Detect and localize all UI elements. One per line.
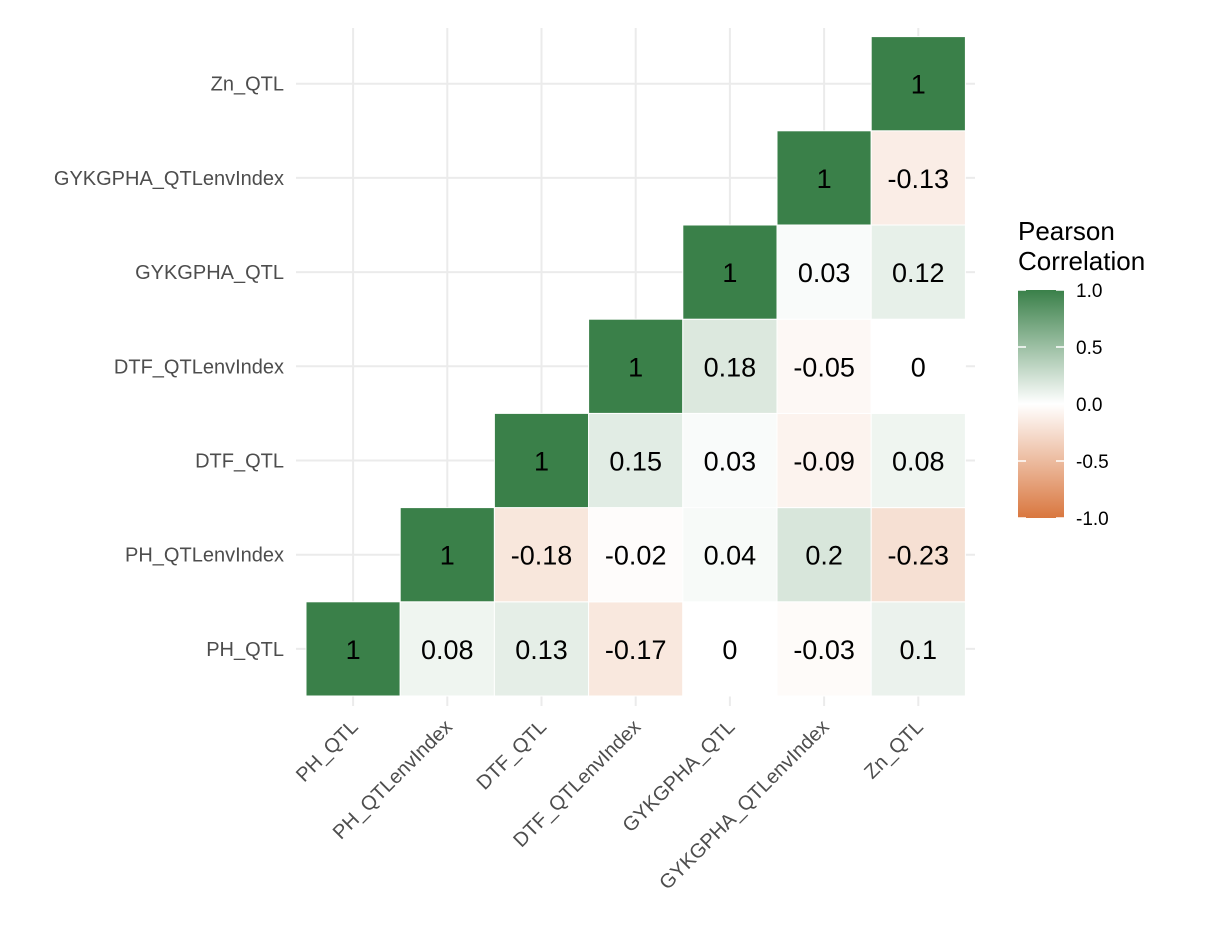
- heatmap-cell: [776, 130, 872, 226]
- y-tick-label: PH_QTL: [206, 639, 284, 661]
- heatmap-cell: [870, 601, 966, 697]
- heatmap-cell: [776, 412, 872, 509]
- x-tick-label: Zn_QTL: [860, 716, 927, 783]
- cell-value-label: 0.03: [704, 447, 757, 477]
- heatmap-cell: [399, 507, 495, 603]
- cell-value-label: 0.2: [805, 541, 843, 571]
- cell-value-label: 0.03: [798, 258, 851, 288]
- y-tick-label: GYKGPHA_QTLenvIndex: [54, 168, 284, 190]
- cell-value-label: 1: [628, 352, 643, 382]
- cell-value-label: 0: [722, 635, 737, 665]
- x-tick-label: DTF_QTL: [473, 716, 551, 794]
- cell-value-label: -0.09: [793, 447, 855, 477]
- heatmap-cell: [870, 36, 966, 132]
- x-tick-label: GYKGPHA_QTLenvIndex: [655, 716, 833, 894]
- cell-value-label: 0: [911, 352, 926, 382]
- heatmap-cell: [493, 507, 590, 603]
- heatmap-cell: [776, 224, 872, 320]
- y-axis: PH_QTL PH_QTLenvIndex DTF_QTL DTF_QTLenvInd…: [54, 74, 284, 661]
- cell-value-label: -0.02: [605, 541, 667, 571]
- heatmap-cell: [493, 412, 590, 509]
- cell-value-label: -0.17: [605, 635, 667, 665]
- legend-tick-label: 0.5: [1076, 338, 1102, 359]
- cell-value-label: 1: [817, 164, 832, 194]
- heatmap-cell: [870, 224, 966, 320]
- cell-value-label: 1: [534, 447, 549, 477]
- legend-title: Pearson: [1018, 216, 1115, 246]
- heatmap-cell: [870, 507, 966, 603]
- heatmap-cell: [682, 507, 778, 603]
- cell-value-label: 0.12: [892, 258, 945, 288]
- cell-value-label: -0.18: [511, 541, 573, 571]
- heatmap-cell: [682, 412, 778, 509]
- cell-value-label: 0.15: [609, 447, 662, 477]
- cell-value-label: 1: [346, 635, 361, 665]
- heatmap-cell: [588, 412, 684, 509]
- cell-value-label: 0.08: [892, 447, 945, 477]
- heatmap-cell: [682, 224, 778, 320]
- cell-value-label: 1: [722, 258, 737, 288]
- cell-labels: 1 0.08 0.13 -0.17 0 -0.03 0.1 1 -0.18 -0.02 0.04 0.…: [346, 70, 949, 665]
- heatmap-cell: [776, 601, 872, 697]
- cell-value-label: -0.13: [888, 164, 950, 194]
- legend-title: Correlation: [1018, 246, 1145, 276]
- heatmap-cell: [588, 507, 684, 603]
- cell-value-label: 0.1: [900, 635, 938, 665]
- heatmap-cell: [870, 318, 966, 414]
- x-tick-label: PH_QTL: [292, 716, 363, 787]
- heatmap-cell: [870, 130, 966, 226]
- cell-value-label: 0.13: [515, 635, 568, 665]
- cell-value-label: 0.08: [421, 635, 474, 665]
- legend-tick-label: -0.5: [1076, 452, 1109, 473]
- y-tick-label: DTF_QTLenvIndex: [114, 356, 284, 378]
- legend-tick-label: 0.0: [1076, 395, 1102, 416]
- y-tick-label: Zn_QTL: [211, 74, 284, 96]
- legend-tick-label: -1.0: [1076, 509, 1109, 530]
- cell-value-label: 0.04: [704, 541, 757, 571]
- cell-value-label: 1: [440, 541, 455, 571]
- cell-value-label: -0.03: [793, 635, 855, 665]
- cell-value-label: 1: [911, 70, 926, 100]
- heatmap-cell: [682, 318, 778, 414]
- heatmap-cells: [305, 36, 966, 697]
- cell-value-label: 0.18: [704, 352, 757, 382]
- heatmap-cell: [682, 601, 778, 697]
- heatmap-cell: [588, 318, 684, 414]
- heatmap-cell: [870, 412, 966, 509]
- cell-value-label: -0.05: [793, 352, 855, 382]
- y-tick-label: DTF_QTL: [195, 451, 284, 473]
- legend-tick-label: 1.0: [1076, 281, 1102, 302]
- cell-value-label: -0.23: [888, 541, 950, 571]
- heatmap-cell: [776, 318, 872, 414]
- y-tick-label: PH_QTLenvIndex: [125, 545, 284, 567]
- heatmap-cell: [776, 507, 872, 603]
- y-tick-label: GYKGPHA_QTL: [135, 262, 284, 284]
- heatmap-cell: [493, 601, 590, 697]
